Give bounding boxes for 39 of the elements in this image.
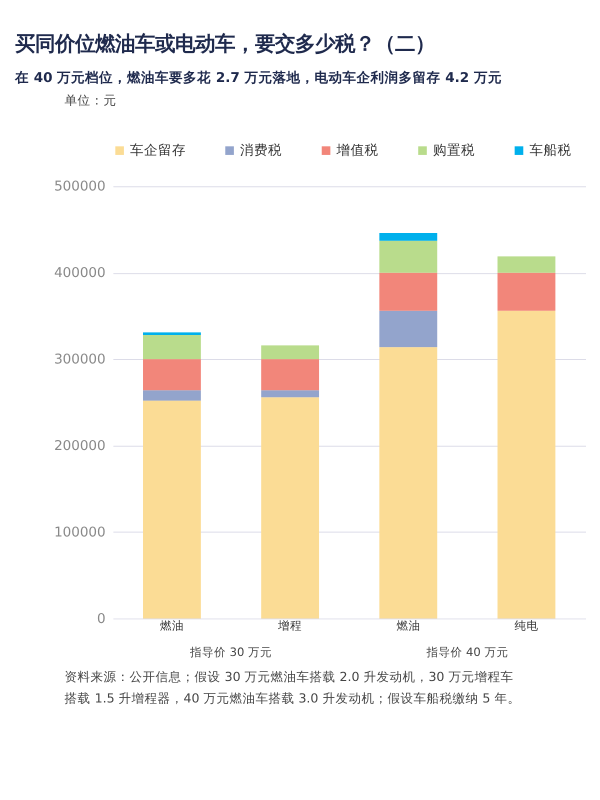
bar xyxy=(261,345,320,360)
y-tick-label: 100000 xyxy=(54,524,106,540)
bar xyxy=(379,347,438,618)
y-tick-label: 500000 xyxy=(54,178,106,195)
text: 单位：元 xyxy=(64,92,117,108)
bar xyxy=(143,390,201,401)
legend-label: 增值税 xyxy=(336,142,379,158)
bar xyxy=(143,332,201,335)
x-tick-label: 纯电 xyxy=(514,618,538,633)
bar xyxy=(143,400,201,618)
chart-subtitle: 在 40 万元档位，燃油车要多花 2.7 万元落地，电动车企利润多留存 4.2 万元 xyxy=(14,69,502,86)
legend-label: 车船税 xyxy=(530,142,572,158)
bar xyxy=(498,256,556,273)
bar xyxy=(261,390,320,398)
bar xyxy=(379,240,438,273)
x-tick-label: 燃油 xyxy=(160,618,184,633)
y-tick-label: 0 xyxy=(97,610,106,627)
y-tick-label: 200000 xyxy=(54,438,106,454)
bar xyxy=(379,272,438,311)
text: 搭载 1.5 升增程器，40 万元燃油车搭载 3.0 升发动机；假设车船税缴纳 5 年。 xyxy=(64,690,520,706)
bar xyxy=(261,359,320,390)
x-tick-label: 燃油 xyxy=(396,618,420,633)
bar xyxy=(498,310,556,618)
bar xyxy=(261,397,320,618)
legend-label: 车企留存 xyxy=(130,142,186,158)
text: 指导价 40 万元 xyxy=(425,645,508,660)
x-tick-label: 增程 xyxy=(277,618,302,633)
y-tick-label: 400000 xyxy=(54,265,106,282)
y-tick-label: 300000 xyxy=(54,352,106,368)
text: 指导价 30 万元 xyxy=(188,645,272,660)
legend-label: 购置税 xyxy=(433,142,476,158)
bar xyxy=(379,310,438,348)
chart-title: 买同价位燃油车或电动车，要交多少税？（二） xyxy=(15,31,436,56)
legend-label: 消费税 xyxy=(240,142,282,158)
bar xyxy=(143,334,201,360)
bar xyxy=(498,272,556,311)
text: 资料来源：公开信息；假设 30 万元燃油车搭载 2.0 升发动机，30 万元增程车 xyxy=(64,669,514,684)
bar xyxy=(143,359,201,390)
bar xyxy=(379,232,438,241)
